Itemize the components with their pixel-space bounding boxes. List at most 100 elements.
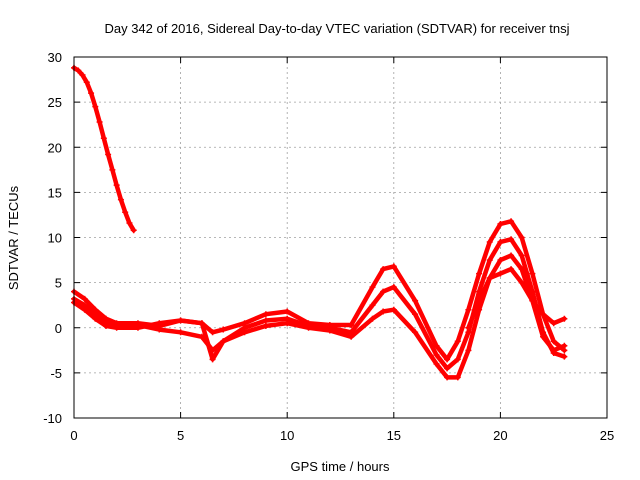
data-point xyxy=(241,329,248,336)
y-tick-label: 10 xyxy=(48,231,62,246)
chart-title: Day 342 of 2016, Sidereal Day-to-day VTE… xyxy=(104,21,569,36)
data-point xyxy=(92,315,99,322)
series-track-b xyxy=(71,236,568,372)
data-point xyxy=(508,252,515,259)
data-point xyxy=(96,118,103,125)
series-line xyxy=(466,266,567,331)
series-track-d xyxy=(465,266,568,331)
y-tick-label: 30 xyxy=(48,50,62,65)
data-point xyxy=(284,320,291,327)
data-point xyxy=(454,356,461,363)
data-point xyxy=(540,333,547,340)
data-point xyxy=(561,342,568,349)
data-point xyxy=(126,220,133,227)
data-point xyxy=(518,279,525,286)
data-series xyxy=(71,64,568,381)
data-point xyxy=(198,320,205,327)
data-point xyxy=(262,317,269,324)
data-point xyxy=(75,67,82,74)
data-point xyxy=(454,338,461,345)
y-tick-label: 25 xyxy=(48,95,62,110)
data-point xyxy=(518,234,525,241)
data-point xyxy=(177,329,184,336)
x-axis-label: GPS time / hours xyxy=(291,459,390,474)
data-point xyxy=(433,351,440,358)
data-point xyxy=(369,302,376,309)
data-point xyxy=(444,374,451,381)
series-track-a xyxy=(71,218,568,363)
data-point xyxy=(113,182,120,189)
data-point xyxy=(156,320,163,327)
data-point xyxy=(444,365,451,372)
data-point xyxy=(220,338,227,345)
series-line xyxy=(71,253,567,380)
data-point xyxy=(220,326,227,333)
data-point xyxy=(508,236,515,243)
data-point xyxy=(497,220,504,227)
data-point xyxy=(550,320,557,327)
data-point xyxy=(380,308,387,315)
data-point xyxy=(508,218,515,225)
data-point xyxy=(486,239,493,246)
data-point xyxy=(209,356,216,363)
data-point xyxy=(81,306,88,313)
data-point xyxy=(444,356,451,363)
series-track-c xyxy=(71,252,568,381)
data-point xyxy=(130,227,137,234)
data-point xyxy=(529,297,536,304)
data-point xyxy=(390,263,397,270)
data-point xyxy=(348,333,355,340)
data-point xyxy=(284,308,291,315)
data-point xyxy=(518,252,525,259)
series-line xyxy=(71,237,567,371)
data-point xyxy=(454,374,461,381)
data-point xyxy=(412,311,419,318)
data-point xyxy=(79,72,86,79)
data-point xyxy=(412,297,419,304)
data-point xyxy=(156,326,163,333)
data-point xyxy=(433,360,440,367)
data-point xyxy=(209,329,216,336)
data-point xyxy=(412,329,419,336)
x-tick-label: 10 xyxy=(280,428,294,443)
data-point xyxy=(540,311,547,318)
data-point xyxy=(508,266,515,273)
data-point xyxy=(497,239,504,246)
data-point xyxy=(529,270,536,277)
data-point xyxy=(100,135,107,142)
series-track-early-drop xyxy=(71,64,137,234)
data-point xyxy=(476,270,483,277)
data-point xyxy=(486,257,493,264)
data-point xyxy=(109,166,116,173)
y-tick-label: 15 xyxy=(48,185,62,200)
data-point xyxy=(476,297,483,304)
data-point xyxy=(262,322,269,329)
y-tick-label: 20 xyxy=(48,140,62,155)
data-point xyxy=(497,270,504,277)
data-point xyxy=(390,306,397,313)
data-point xyxy=(113,324,120,331)
series-line xyxy=(71,65,136,233)
data-point xyxy=(177,317,184,324)
x-tick-label: 5 xyxy=(177,428,184,443)
data-point xyxy=(465,347,472,354)
x-tick-label: 20 xyxy=(493,428,507,443)
data-point xyxy=(433,342,440,349)
data-point xyxy=(81,295,88,302)
data-point xyxy=(83,79,90,86)
data-point xyxy=(380,266,387,273)
data-point xyxy=(550,347,557,354)
x-tick-label: 0 xyxy=(70,428,77,443)
data-point xyxy=(92,103,99,110)
data-point xyxy=(561,315,568,322)
y-tick-label: -10 xyxy=(43,411,62,426)
data-point xyxy=(497,257,504,264)
data-point xyxy=(486,275,493,282)
data-point xyxy=(117,196,124,203)
y-tick-label: 0 xyxy=(55,321,62,336)
data-point xyxy=(390,284,397,291)
data-point xyxy=(262,311,269,318)
data-point xyxy=(88,90,95,97)
grid-lines xyxy=(74,57,607,418)
